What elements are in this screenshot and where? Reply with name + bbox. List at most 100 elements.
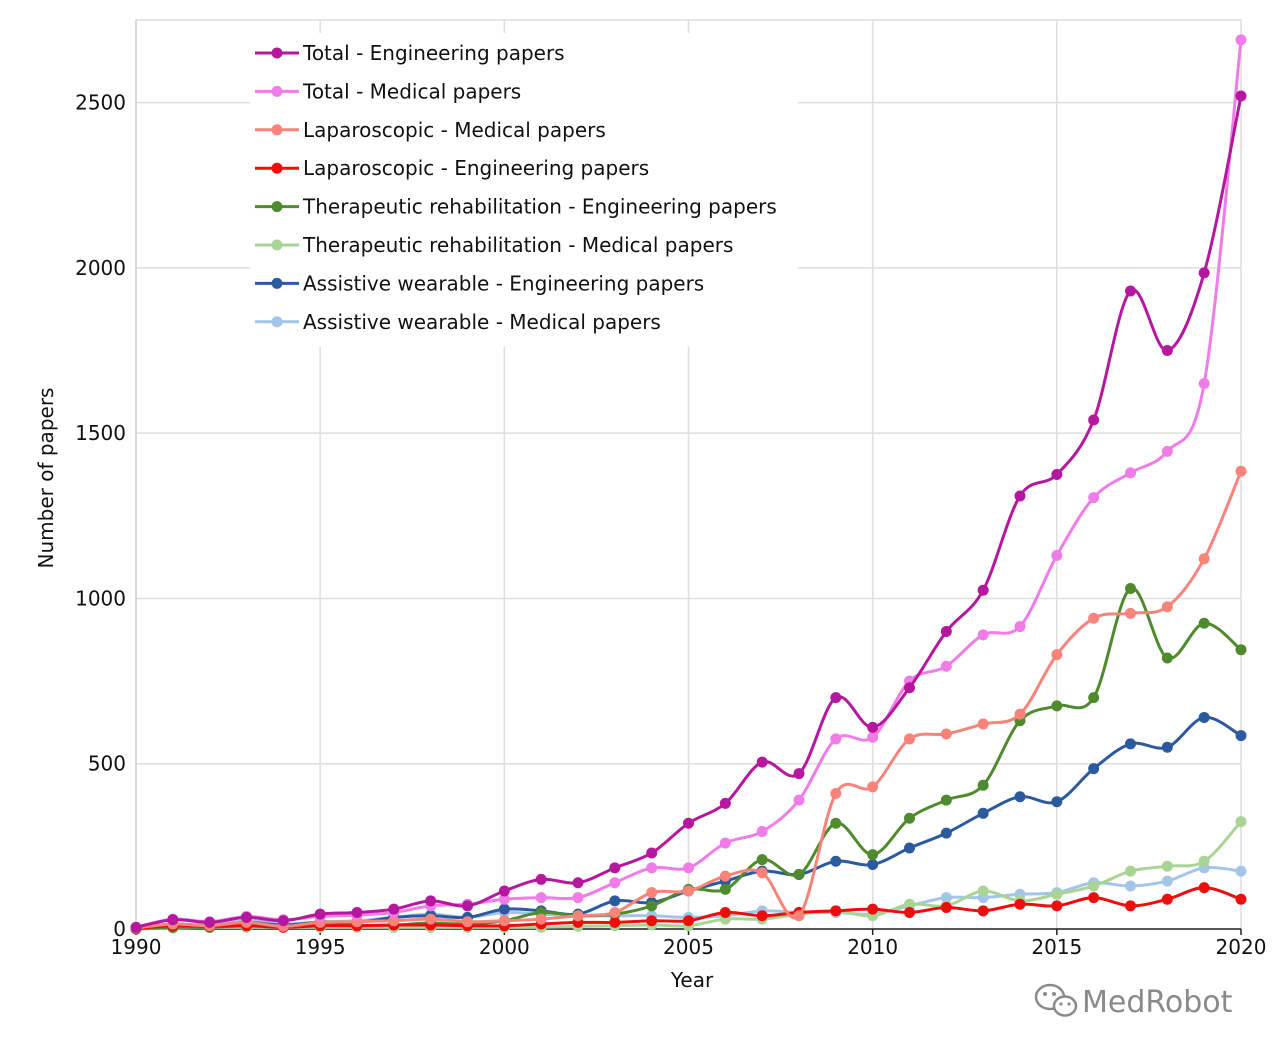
data-point <box>1014 621 1026 633</box>
data-point <box>1235 90 1247 102</box>
data-point <box>462 900 473 912</box>
legend-swatch-marker <box>271 162 283 174</box>
data-point <box>719 906 731 918</box>
data-point <box>498 893 510 905</box>
data-point <box>498 885 510 897</box>
data-point <box>977 905 989 917</box>
data-point <box>867 903 879 915</box>
data-point <box>388 915 400 927</box>
legend-label: Assistive wearable - Engineering papers <box>303 271 704 295</box>
data-point <box>1235 34 1247 46</box>
legend-label: Total - Medical papers <box>302 79 521 103</box>
data-point <box>940 827 952 839</box>
data-point <box>1088 492 1100 504</box>
data-point <box>314 908 326 920</box>
data-point <box>609 877 621 889</box>
data-point <box>793 868 805 880</box>
data-point <box>1051 469 1063 480</box>
data-point <box>756 867 768 879</box>
data-point <box>940 892 952 904</box>
data-point <box>830 733 842 745</box>
x-tick-label: 1995 <box>295 935 346 959</box>
data-point <box>1014 898 1026 910</box>
data-point <box>646 887 658 899</box>
legend: Total - Engineering papers Total - Medica… <box>250 33 798 347</box>
data-point <box>1161 601 1173 613</box>
data-point <box>1198 711 1210 723</box>
y-axis-label: Number of papers <box>34 388 58 569</box>
y-tick-label: 2000 <box>75 256 126 280</box>
legend-swatch-marker <box>271 316 283 328</box>
legend-label: Laparoscopic - Engineering papers <box>303 156 649 180</box>
data-point <box>904 906 915 918</box>
x-tick-label: 2005 <box>663 935 714 959</box>
data-point <box>1198 553 1210 565</box>
data-point <box>498 903 510 915</box>
data-point <box>904 842 915 854</box>
data-point <box>756 756 768 768</box>
data-point <box>1161 652 1173 664</box>
data-point <box>1235 730 1247 742</box>
data-point <box>535 913 547 925</box>
legend-item: Total - Medical papers <box>255 79 521 103</box>
data-point <box>1088 892 1100 904</box>
data-point <box>1088 763 1100 775</box>
data-point <box>1125 900 1136 912</box>
data-point <box>719 870 731 882</box>
data-point <box>1198 617 1210 629</box>
data-point <box>1161 741 1173 753</box>
data-point <box>1051 888 1063 900</box>
series-layer <box>130 34 1247 935</box>
x-axis-label: Year <box>670 968 714 992</box>
watermark-text: MedRobot <box>1082 985 1233 1020</box>
data-point <box>1235 465 1247 477</box>
data-point <box>1125 880 1136 892</box>
data-point <box>1088 880 1100 892</box>
legend-swatch-marker <box>271 201 283 213</box>
data-point <box>830 905 842 917</box>
data-point <box>793 768 805 780</box>
data-point <box>646 847 658 859</box>
data-point <box>940 626 952 638</box>
data-point <box>683 817 694 829</box>
data-point <box>425 913 437 925</box>
legend-swatch-marker <box>271 124 283 136</box>
x-tick-label: 2015 <box>1031 935 1082 959</box>
x-tick-label: 1990 <box>111 935 162 959</box>
x-tick-label: 2010 <box>847 935 898 959</box>
watermark: MedRobot <box>1034 983 1233 1020</box>
data-point <box>1125 607 1136 619</box>
data-point <box>904 733 915 745</box>
data-point <box>719 797 731 809</box>
data-point <box>351 906 363 918</box>
data-point <box>204 916 216 928</box>
data-point <box>646 862 658 874</box>
data-point <box>940 728 952 740</box>
x-tick-label: 2020 <box>1216 935 1267 959</box>
data-point <box>867 859 879 871</box>
data-point <box>167 914 179 926</box>
data-point <box>904 812 915 824</box>
data-point <box>756 854 768 866</box>
legend-item: Assistive wearable - Engineering papers <box>255 271 704 295</box>
legend-swatch-marker <box>271 85 283 97</box>
data-point <box>977 718 989 730</box>
data-point <box>1235 644 1247 656</box>
data-point <box>277 915 289 927</box>
data-point <box>1161 345 1173 357</box>
legend-label: Total - Engineering papers <box>302 41 565 65</box>
data-point <box>1161 860 1173 872</box>
data-point <box>1198 267 1210 279</box>
data-point <box>1198 855 1210 867</box>
data-point <box>130 921 142 933</box>
data-point <box>904 682 915 694</box>
data-point <box>1125 738 1136 750</box>
y-tick-label: 1000 <box>75 586 126 610</box>
data-point <box>1235 893 1247 905</box>
legend-swatch-marker <box>271 239 283 251</box>
data-point <box>609 916 621 928</box>
data-point <box>646 900 658 912</box>
data-point <box>498 915 510 927</box>
data-point <box>719 883 731 895</box>
data-point <box>1161 445 1173 457</box>
